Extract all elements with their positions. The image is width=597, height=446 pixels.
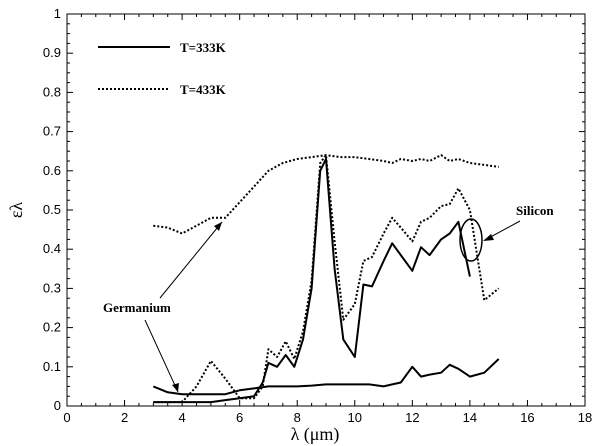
germanium-label: Germanium — [103, 300, 171, 315]
series-line-germanium-dotted — [153, 154, 499, 235]
x-tick-label: 16 — [520, 410, 534, 425]
silicon-ellipse — [459, 218, 483, 262]
x-axis-title: λ (μm) — [291, 424, 340, 445]
annotation-germanium: Germanium — [103, 221, 223, 393]
series-line-silicon-dotted — [153, 154, 500, 404]
legend-label-333: T=333K — [180, 40, 227, 55]
y-tick-label: 0.5 — [43, 202, 61, 217]
x-tick-label: 14 — [463, 410, 477, 425]
y-tick-label: 0.4 — [43, 241, 61, 256]
x-tick-label: 8 — [294, 410, 301, 425]
series-line-germanium-solid — [152, 358, 500, 396]
x-tick-label: 18 — [578, 410, 592, 425]
plot-frame — [66, 13, 586, 407]
x-axis-ticks: 0 2 4 6 8 10 12 14 16 18 — [63, 14, 592, 425]
y-axis-ticks: 0 0.1 0.2 0.3 0.4 0.5 0.6 0.7 0.8 0.9 1 — [43, 6, 585, 413]
x-tick-label: 0 — [63, 410, 70, 425]
y-tick-label: 0.7 — [43, 124, 61, 139]
silicon-arrowhead — [483, 234, 494, 241]
x-tick-label: 12 — [405, 410, 419, 425]
annotation-silicon: Silicon — [459, 203, 554, 262]
legend-label-433: T=433K — [180, 82, 227, 97]
y-tick-label: 0 — [54, 398, 61, 413]
y-tick-label: 0.3 — [43, 280, 61, 295]
x-tick-label: 6 — [236, 410, 243, 425]
y-tick-label: 0.8 — [43, 84, 61, 99]
germanium-arrow-upper — [159, 221, 223, 299]
silicon-label: Silicon — [516, 203, 554, 218]
y-tick-label: 0.1 — [43, 359, 61, 374]
x-tick-label: 2 — [121, 410, 128, 425]
y-tick-label: 1 — [54, 6, 61, 21]
series-layer — [152, 154, 500, 404]
germanium-arrow-lower — [144, 319, 179, 393]
y-tick-label: 0.9 — [43, 45, 61, 60]
germanium-arrowhead-upper — [214, 222, 222, 231]
y-tick-label: 0.2 — [43, 320, 61, 335]
series-line-silicon-solid — [153, 158, 471, 404]
x-tick-label: 4 — [178, 410, 185, 425]
legend: T=333K T=433K — [98, 40, 227, 97]
y-tick-label: 0.6 — [43, 163, 61, 178]
plot-area — [66, 13, 586, 407]
germanium-arrowhead-lower — [172, 383, 179, 392]
y-axis-title: ελ — [6, 202, 26, 219]
x-tick-label: 10 — [348, 410, 362, 425]
